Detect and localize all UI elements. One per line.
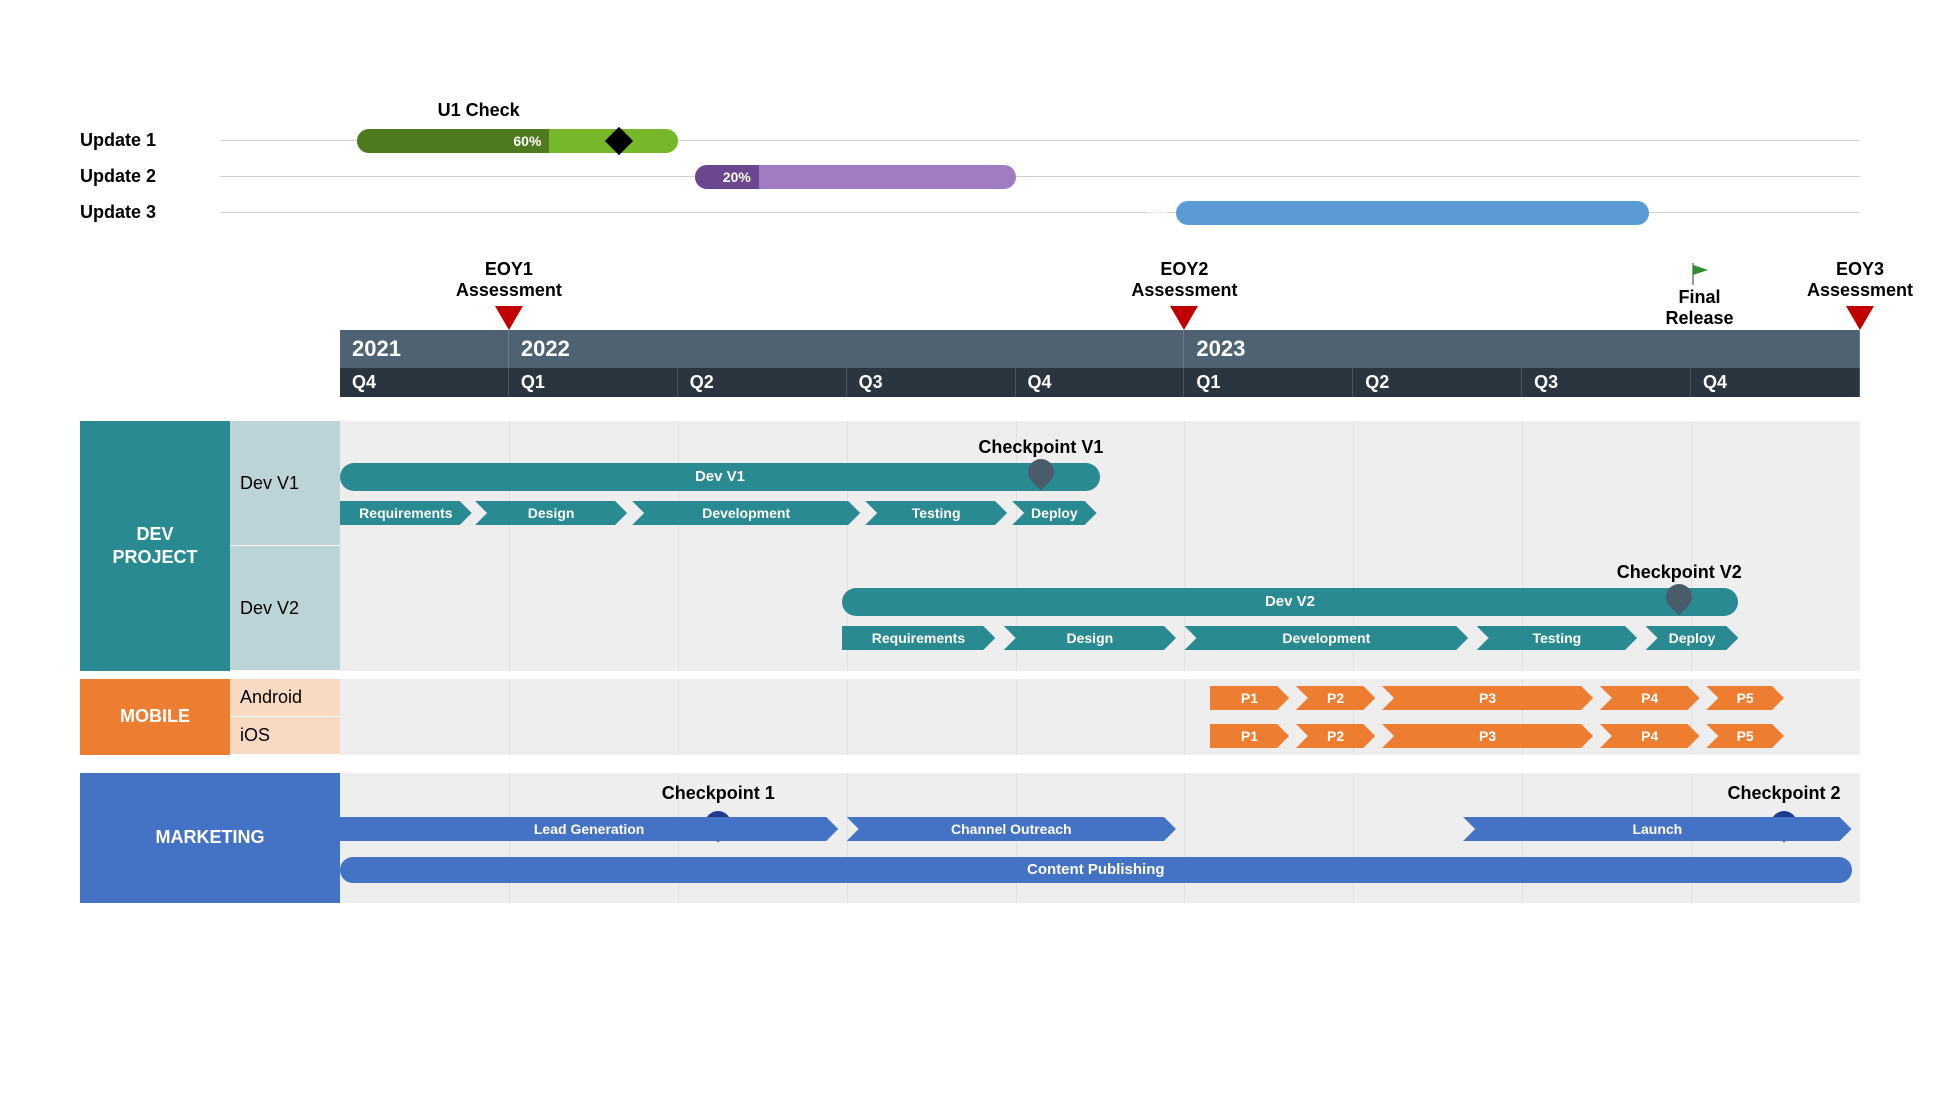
update-pct: 20% [715, 169, 759, 185]
mobile-sub-label: iOS [230, 717, 340, 755]
phase-chevron: Deploy [1646, 626, 1739, 650]
axis-quarter: Q4 [1691, 368, 1860, 397]
update-label: Update 2 [80, 166, 220, 187]
flag-icon [1666, 263, 1734, 285]
phase-chevron: P1 [1210, 686, 1289, 710]
gridline [847, 773, 848, 903]
update-track: 60% [220, 140, 1860, 141]
dev-version-bar: Dev V1 [340, 463, 1100, 491]
phase-chevron: Development [632, 501, 860, 525]
axis-years: 202120222023 [340, 330, 1860, 368]
update-bar: 0% [1176, 201, 1649, 225]
gridline [1184, 421, 1185, 671]
checkpoint-label: Checkpoint V1 [978, 437, 1103, 458]
dev-sub-label: Dev V1 [230, 421, 340, 546]
axis-quarter: Q4 [1016, 368, 1185, 397]
dev-version-bar: Dev V2 [842, 588, 1739, 616]
phase-chevron: Requirements [340, 501, 472, 525]
axis-milestone-label: EOY2Assessment [1131, 259, 1237, 302]
triangle-icon [495, 306, 523, 330]
phase-chevron: Channel Outreach [847, 817, 1176, 841]
axis-quarter: Q2 [678, 368, 847, 397]
checkpoint-label: Checkpoint V2 [1617, 562, 1742, 583]
gridline [678, 421, 679, 671]
dev-project-lane: DEVPROJECTDev V1Dev V2Checkpoint V1Dev V… [80, 421, 1860, 671]
axis-year: 2022 [509, 330, 1185, 368]
phase-chevron: P2 [1296, 724, 1375, 748]
axis-milestone-label: FinalRelease [1666, 287, 1734, 330]
axis-year: 2021 [340, 330, 509, 368]
marketing-body: Checkpoint 1 Checkpoint 2 Lead Generation C… [340, 773, 1860, 903]
phase-chevron: Development [1184, 626, 1468, 650]
phase-chevron: Requirements [842, 626, 996, 650]
update-row: Update 30% [80, 194, 1860, 230]
marketing-lane: MARKETING Checkpoint 1 Checkpoint 2 Lead Ge… [80, 773, 1860, 903]
axis-milestone: EOY2Assessment [1131, 259, 1237, 330]
gridline [1184, 679, 1185, 755]
phase-chevron: Design [1004, 626, 1176, 650]
axis-quarter: Q2 [1353, 368, 1522, 397]
phase-chevron: Design [475, 501, 627, 525]
update-pct: 60% [505, 133, 549, 149]
mobile-header: MOBILE [80, 679, 230, 755]
phase-chevron: P5 [1706, 686, 1784, 710]
u1-check-label: U1 Check [438, 100, 520, 121]
phase-chevron: Deploy [1012, 501, 1096, 525]
axis-quarter: Q4 [340, 368, 509, 397]
dev-sub-label: Dev V2 [230, 546, 340, 671]
phase-chevron: P3 [1382, 686, 1593, 710]
update-bar: 20% [695, 165, 1016, 189]
axis-milestone: FinalRelease [1666, 263, 1734, 330]
axis-quarter: Q1 [509, 368, 678, 397]
phase-chevron: Launch [1463, 817, 1851, 841]
mobile-body: P1 P2 P3 P4P5 P1 P2 P3 P4P5 [340, 679, 1860, 755]
phase-chevron: Testing [865, 501, 1007, 525]
phase-chevron: P5 [1706, 724, 1784, 748]
axis-year: 2023 [1184, 330, 1860, 368]
marketing-header: MARKETING [80, 773, 340, 903]
axis-milestone: EOY1Assessment [456, 259, 562, 330]
updates-section: U1 CheckUpdate 160%Update 220%Update 30% [80, 100, 1860, 230]
gridline [678, 679, 679, 755]
marketing-checkpoint-label: Checkpoint 2 [1727, 783, 1840, 804]
content-publishing-bar: Content Publishing [340, 857, 1852, 883]
gridline [1353, 773, 1354, 903]
phase-chevron: Testing [1477, 626, 1637, 650]
triangle-icon [1846, 306, 1874, 330]
axis-quarters: Q4Q1Q2Q3Q4Q1Q2Q3Q4 [340, 368, 1860, 397]
phase-chevron: P4 [1600, 686, 1700, 710]
phase-chevron: P1 [1210, 724, 1289, 748]
phase-chevron: Lead Generation [340, 817, 838, 841]
gridline [1184, 773, 1185, 903]
axis-quarter: Q3 [847, 368, 1016, 397]
axis-milestone: EOY3Assessment [1807, 259, 1913, 330]
update-row: Update 160% [80, 122, 1860, 158]
axis-quarter: Q3 [1522, 368, 1691, 397]
update-pct: 0% [1140, 205, 1176, 221]
phase-chevron: P4 [1600, 724, 1700, 748]
update-label: Update 1 [80, 130, 220, 151]
triangle-icon [1170, 306, 1198, 330]
dev-project-header: DEVPROJECT [80, 421, 230, 671]
mobile-sub-label: Android [230, 679, 340, 717]
update-row: Update 220% [80, 158, 1860, 194]
axis-milestone-label: EOY1Assessment [456, 259, 562, 302]
phase-chevron: P3 [1382, 724, 1593, 748]
gridline [847, 679, 848, 755]
mobile-lane: MOBILEAndroidiOS P1 P2 P3 P4P5 P1 P2 P3 P4P5 [80, 679, 1860, 755]
dev-body: Checkpoint V1Dev V1RequirementsDesignDev… [340, 421, 1860, 671]
update-label: Update 3 [80, 202, 220, 223]
axis-quarter: Q1 [1184, 368, 1353, 397]
gridline [509, 679, 510, 755]
gridline [509, 421, 510, 671]
update-track: 20% [220, 176, 1860, 177]
phase-chevron: P2 [1296, 686, 1375, 710]
axis-milestone-label: EOY3Assessment [1807, 259, 1913, 302]
update-track: 0% [220, 212, 1860, 213]
gridline [1016, 679, 1017, 755]
axis: EOY1AssessmentEOY2AssessmentFinalRelease… [80, 270, 1860, 397]
timeline-root: U1 CheckUpdate 160%Update 220%Update 30%… [80, 100, 1860, 903]
marketing-checkpoint-label: Checkpoint 1 [662, 783, 775, 804]
